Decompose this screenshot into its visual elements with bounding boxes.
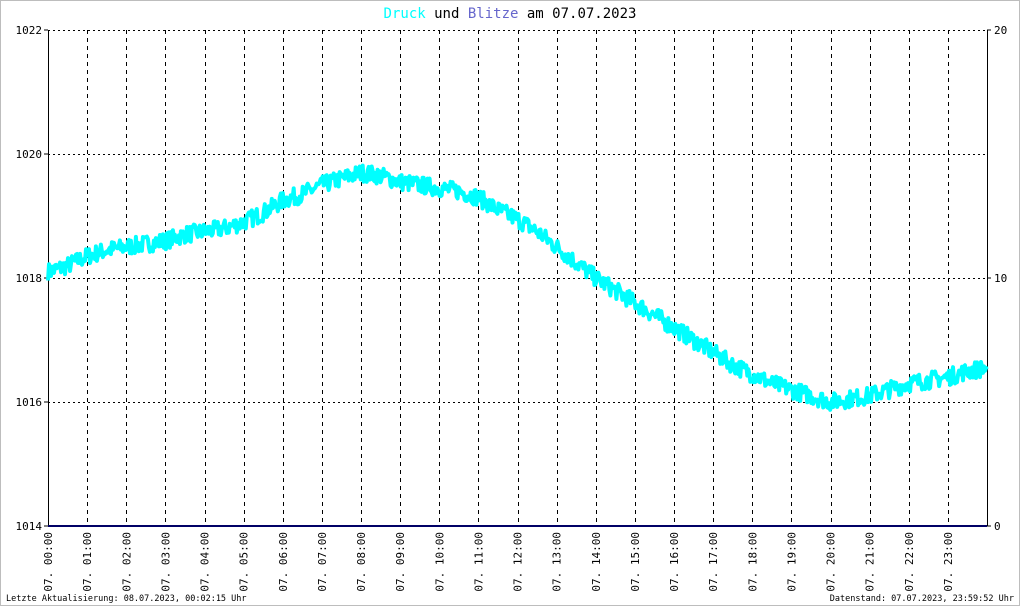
series (46, 163, 989, 527)
x-tick-label: 07. 02:00 (120, 532, 133, 592)
title-und: und (426, 6, 468, 22)
x-tick-label: 07. 11:00 (472, 532, 485, 592)
x-tick-label: 07. 21:00 (864, 532, 877, 592)
y-right-tick-label: 20 (994, 24, 1007, 37)
footer-last-update: Letzte Aktualisierung: 08.07.2023, 00:02… (6, 594, 247, 604)
x-tick-label: 07. 14:00 (590, 532, 603, 592)
footer-data-status: Datenstand: 07.07.2023, 23:59:52 Uhr (830, 594, 1014, 604)
title-druck: Druck (384, 6, 427, 22)
y-left-tick-label: 1014 (16, 520, 43, 533)
y-left-tick-label: 1022 (16, 24, 43, 37)
x-tick-label: 07. 19:00 (785, 532, 798, 592)
x-tick-label: 07. 17:00 (707, 532, 720, 592)
x-tick-label: 07. 22:00 (903, 532, 916, 592)
x-tick-label: 07. 15:00 (629, 532, 642, 592)
x-tick-label: 07. 16:00 (668, 532, 681, 592)
x-tick-label: 07. 18:00 (746, 532, 759, 592)
x-tick-label: 07. 08:00 (355, 532, 368, 592)
x-tick-label: 07. 04:00 (199, 532, 212, 592)
x-tick-label: 07. 12:00 (512, 532, 525, 592)
x-tick-label: 07. 05:00 (238, 532, 251, 592)
y-left-tick-label: 1016 (16, 396, 43, 409)
x-tick-label: 07. 00:00 (42, 532, 55, 592)
x-tick-label: 07. 07:00 (316, 532, 329, 592)
y-left-tick-label: 1018 (16, 272, 43, 285)
x-tick-label: 07. 01:00 (81, 532, 94, 592)
title-blitze: Blitze (468, 6, 519, 22)
series-druck-line (46, 163, 989, 412)
x-tick-label: 07. 03:00 (159, 532, 172, 592)
grid (48, 30, 987, 526)
chart-title: Druck und Blitze am 07.07.2023 (384, 6, 637, 22)
x-tick-label: 07. 13:00 (551, 532, 564, 592)
y-right-tick-label: 0 (994, 520, 1001, 533)
x-tick-label: 07. 10:00 (433, 532, 446, 592)
x-tick-label: 07. 06:00 (277, 532, 290, 592)
x-tick-label: 07. 23:00 (942, 532, 955, 592)
x-tick-label: 07. 20:00 (825, 532, 838, 592)
title-date: am 07.07.2023 (518, 6, 636, 22)
y-right-tick-label: 10 (994, 272, 1007, 285)
x-tick-label: 07. 09:00 (394, 532, 407, 592)
y-left-tick-label: 1020 (16, 148, 43, 161)
